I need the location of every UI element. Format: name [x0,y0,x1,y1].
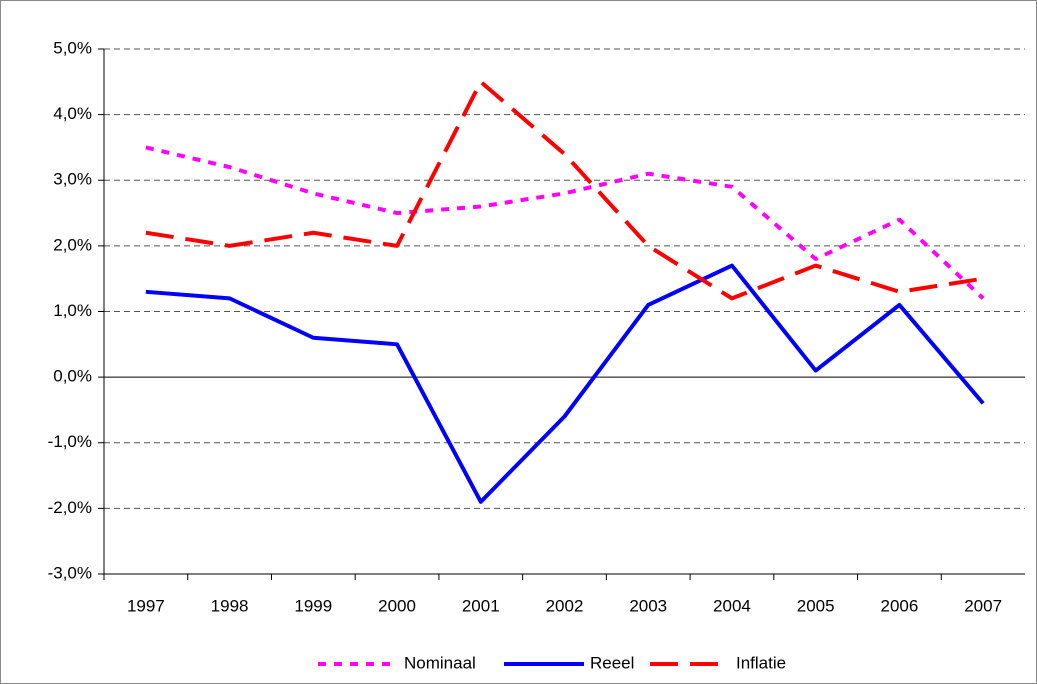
series-line [145,263,985,504]
legend-label: Reeel [590,653,634,672]
x-tick-label: 2004 [713,596,751,615]
y-tick-label: -1,0% [48,432,92,451]
x-tick-label: 1997 [127,596,165,615]
y-tick-label: -2,0% [48,498,92,517]
y-tick-label: 3,0% [53,170,92,189]
x-tick-label: 1999 [294,596,332,615]
legend-label: Inflatie [736,653,786,672]
y-tick-label: 0,0% [53,367,92,386]
x-tick-label: 2002 [546,596,584,615]
series-line [145,79,984,301]
x-tick-label: 2001 [462,596,500,615]
y-tick-label: -3,0% [48,563,92,582]
x-tick-label: 1998 [211,596,249,615]
x-tick-label: 2000 [378,596,416,615]
legend-label: Nominaal [404,653,476,672]
x-tick-label: 2005 [797,596,835,615]
y-tick-label: 2,0% [53,235,92,254]
y-tick-label: 1,0% [53,301,92,320]
x-tick-label: 2006 [880,596,918,615]
y-tick-label: 5,0% [53,38,92,57]
y-tick-label: 4,0% [53,104,92,123]
series-line [145,145,985,300]
x-tick-label: 2007 [964,596,1002,615]
x-tick-label: 2003 [629,596,667,615]
